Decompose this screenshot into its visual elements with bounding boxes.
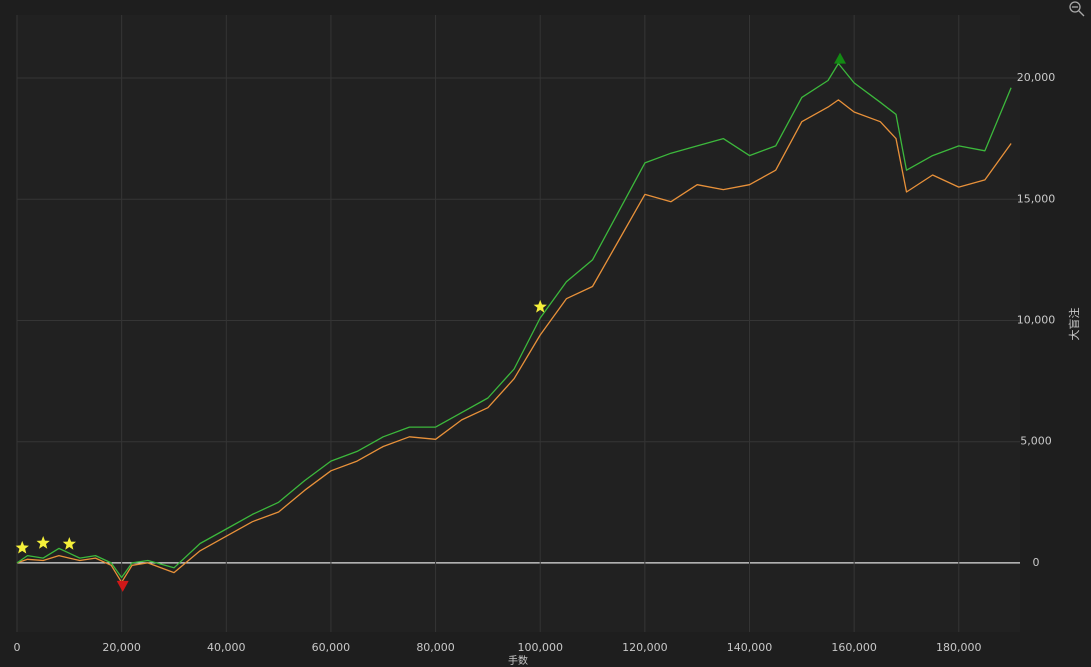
marker-star (62, 537, 76, 550)
marker-star (36, 536, 50, 549)
x-axis-label: 手数 (508, 654, 528, 667)
plot-area (17, 15, 1020, 632)
marker-star (15, 540, 29, 554)
marker-triangle-up (834, 52, 847, 64)
x-tick-label: 20,000 (102, 641, 141, 654)
x-tick-label: 180,000 (936, 641, 982, 654)
marker-triangle-down (116, 580, 129, 592)
x-tick-label: 60,000 (312, 641, 351, 654)
marker-star (533, 299, 547, 313)
y-tick-label: 15,000 (1017, 192, 1056, 205)
y-tick-label: 5,000 (1020, 435, 1052, 448)
y-tick-label: 0 (1033, 556, 1040, 569)
x-tick-label: 120,000 (622, 641, 668, 654)
x-tick-label: 100,000 (517, 641, 563, 654)
series-line (16, 62, 1012, 579)
x-tick-label: 160,000 (831, 641, 877, 654)
x-tick-label: 80,000 (416, 641, 455, 654)
x-tick-label: 40,000 (207, 641, 246, 654)
zoom-icon[interactable] (1069, 1, 1085, 17)
series-line (16, 99, 1012, 583)
y-axis-label: 大盲注 (1067, 308, 1081, 341)
x-tick-label: 140,000 (727, 641, 773, 654)
y-tick-label: 20,000 (1017, 71, 1056, 84)
x-tick-label: 0 (14, 641, 21, 654)
y-tick-label: 10,000 (1017, 313, 1056, 326)
